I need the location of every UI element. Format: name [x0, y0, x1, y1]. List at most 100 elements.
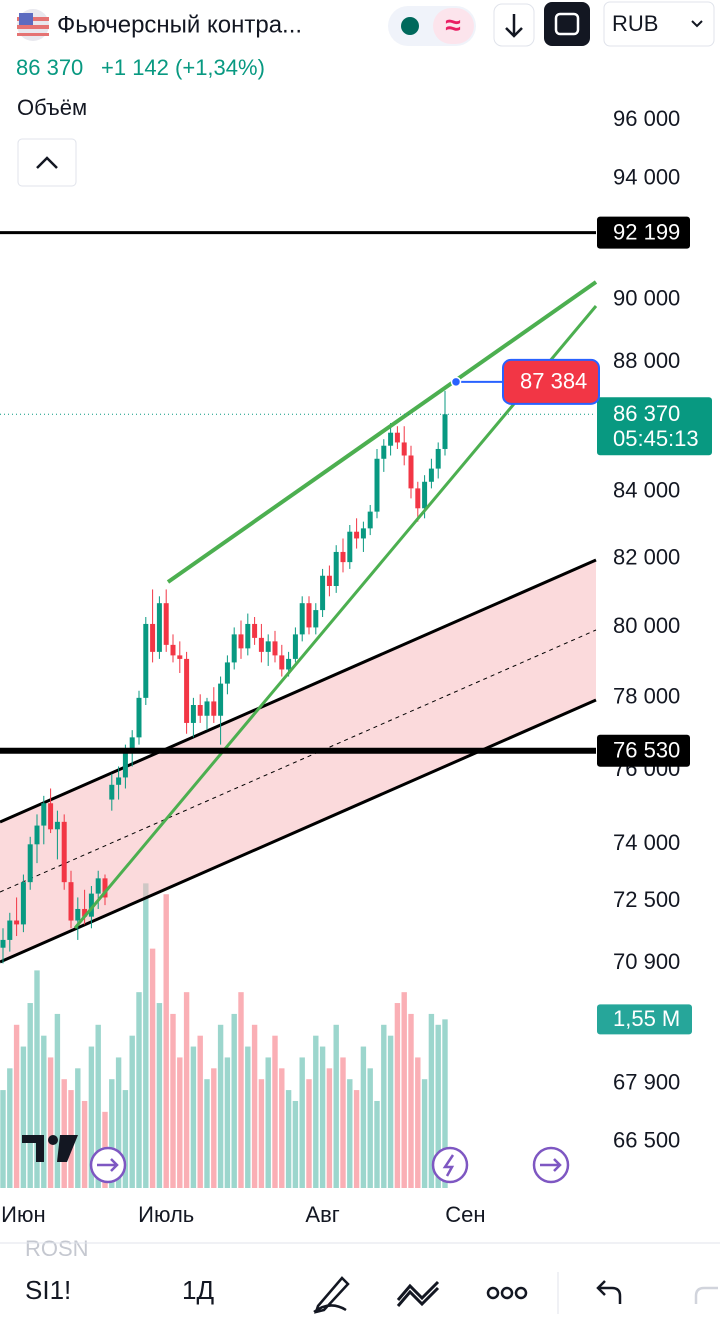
candle-body: [265, 641, 271, 652]
volume-bar: [95, 1024, 101, 1188]
volume-bar: [211, 1068, 217, 1188]
channel-fill: [0, 560, 596, 962]
trend-bottom: [73, 305, 598, 929]
last-price-label: 86 370: [613, 401, 680, 426]
more-button[interactable]: [486, 1286, 528, 1300]
candle-body: [190, 704, 196, 723]
x-tick-label: Июн: [1, 1202, 45, 1227]
candle-body: [272, 641, 278, 656]
candle-body: [428, 468, 434, 482]
undo[interactable]: [596, 1280, 622, 1304]
faded-symbol: ROSN: [25, 1236, 89, 1261]
y-tick-label: 94 000: [613, 165, 680, 190]
candle-body: [360, 528, 366, 539]
redo[interactable]: [694, 1286, 718, 1304]
candle-body: [184, 658, 190, 723]
volume-bar: [61, 1079, 67, 1188]
volume-bar: [333, 1024, 339, 1188]
volume-bar: [122, 1090, 129, 1188]
candle-body: [116, 777, 122, 785]
volume-bar: [306, 1079, 312, 1188]
indicator-name: Объём: [17, 95, 87, 120]
candle-body: [292, 634, 298, 659]
event-button[interactable]: [431, 1146, 469, 1184]
candle-body: [82, 908, 88, 917]
volume-bar: [47, 1057, 54, 1188]
candle-body: [27, 844, 33, 883]
candle-body: [95, 878, 101, 894]
candle-body: [224, 662, 230, 684]
currency-select[interactable]: [603, 1, 715, 47]
volume-bar: [190, 1046, 197, 1188]
volume-bar: [408, 1013, 414, 1188]
candle-body: [333, 551, 339, 587]
volume-bar: [129, 1035, 135, 1188]
candle-body: [41, 803, 47, 826]
volume-bar: [347, 1079, 353, 1188]
volume-bar: [251, 1024, 258, 1188]
toggle-on: [433, 8, 474, 44]
title[interactable]: Фьючерсный контра...: [57, 11, 302, 38]
interval[interactable]: 1Д: [182, 1275, 214, 1305]
y-tick-label: 84 000: [613, 478, 680, 503]
volume-bar: [204, 1079, 210, 1188]
y-tick-label: 70 900: [613, 949, 680, 974]
draw-tool[interactable]: [313, 1276, 350, 1314]
alert-label: 87 384: [520, 369, 587, 394]
volume-bar: [285, 1090, 292, 1188]
volume-bar: [88, 1046, 95, 1188]
chevron: [691, 20, 703, 28]
candle-body: [422, 481, 428, 509]
candle-body: [320, 575, 326, 611]
candle-body: [102, 878, 108, 898]
volume-bar: [428, 1013, 435, 1188]
candle-body: [313, 610, 319, 628]
x-tick-label: Июль: [138, 1202, 194, 1227]
pattern-tool[interactable]: [396, 1280, 440, 1307]
overlay: 96 000 94 000 90 000 88 000 84 000 82 000 80 0…: [0, 106, 712, 1152]
volume-bar: [136, 992, 142, 1188]
channel-top: [0, 558, 597, 824]
y-tick-label: 66 500: [613, 1127, 680, 1152]
volume-bar: [217, 1024, 224, 1188]
candle-body: [218, 683, 224, 716]
volume-bar: [20, 1046, 27, 1188]
y-tick-label: 67 900: [613, 1069, 680, 1094]
volume-bar: [27, 1003, 33, 1188]
candle-body: [326, 575, 332, 587]
candle-body: [286, 658, 292, 670]
go-button[interactable]: [89, 1146, 127, 1184]
countdown: 05:45:13: [613, 426, 699, 451]
candle-body: [306, 603, 312, 628]
volume-box: [597, 1004, 692, 1035]
scroll-button[interactable]: [532, 1146, 570, 1184]
candle-body: [299, 603, 305, 635]
collapse-button[interactable]: [17, 138, 77, 187]
volume-bar: [415, 1057, 421, 1188]
y-tick-label: 80 000: [613, 613, 680, 638]
candle-body: [129, 737, 135, 752]
candle-body: [415, 488, 421, 509]
x-axis: Июн Июль Авг Сен: [1, 1202, 485, 1227]
fullscreen-button[interactable]: [544, 2, 590, 46]
candle-body: [75, 908, 81, 921]
volume-bar: [224, 1057, 231, 1188]
volume-bar: [299, 1057, 305, 1188]
volume-bar: [245, 1046, 251, 1188]
volume-bar: [238, 992, 244, 1188]
candle-body: [408, 455, 414, 489]
volume-bar: [374, 1100, 380, 1188]
candle-body: [34, 825, 40, 845]
volume-bar: [177, 1057, 183, 1188]
y-tick-label: 82 000: [613, 545, 680, 570]
x-tick-label: Авг: [305, 1202, 339, 1227]
candle-body: [367, 511, 373, 529]
symbol[interactable]: SI1!: [25, 1275, 71, 1305]
volume-bar: [381, 1024, 387, 1188]
level-box: [597, 216, 690, 249]
volume-bar: [197, 1035, 203, 1188]
candle-body: [54, 821, 60, 830]
volume-bar: [0, 1090, 6, 1188]
candle-body: [435, 448, 441, 469]
candle-body: [388, 432, 394, 446]
